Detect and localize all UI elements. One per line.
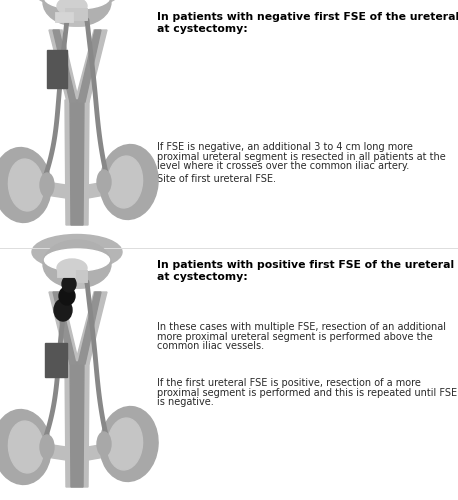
Polygon shape	[69, 20, 85, 26]
Text: Site of first ureteral FSE.: Site of first ureteral FSE.	[157, 174, 276, 184]
Ellipse shape	[97, 170, 111, 194]
Polygon shape	[53, 292, 76, 364]
Polygon shape	[65, 100, 89, 225]
Polygon shape	[78, 30, 101, 102]
Ellipse shape	[8, 421, 44, 473]
Polygon shape	[88, 444, 105, 460]
Text: more proximal ureteral segment is performed above the: more proximal ureteral segment is perfor…	[157, 332, 433, 342]
Text: In patients with negative first FSE of the ureteral margin
at cystectomy:: In patients with negative first FSE of t…	[157, 12, 458, 34]
Polygon shape	[69, 282, 85, 288]
Polygon shape	[70, 100, 84, 225]
Polygon shape	[46, 444, 66, 460]
Ellipse shape	[100, 144, 158, 220]
FancyBboxPatch shape	[65, 8, 87, 20]
Ellipse shape	[44, 249, 109, 271]
FancyBboxPatch shape	[55, 12, 73, 22]
Ellipse shape	[57, 0, 87, 15]
Polygon shape	[70, 362, 84, 487]
Text: In patients with positive first FSE of the ureteral margin
at cystectomy:: In patients with positive first FSE of t…	[157, 260, 458, 281]
Polygon shape	[49, 30, 79, 102]
Ellipse shape	[8, 159, 44, 211]
Ellipse shape	[40, 173, 54, 197]
FancyBboxPatch shape	[57, 267, 75, 277]
FancyBboxPatch shape	[47, 50, 67, 88]
Ellipse shape	[43, 0, 111, 26]
Polygon shape	[78, 292, 101, 364]
Ellipse shape	[108, 156, 142, 208]
Polygon shape	[75, 292, 107, 364]
Ellipse shape	[54, 299, 72, 321]
FancyBboxPatch shape	[65, 270, 87, 282]
Text: level where it crosses over the common iliac artery.: level where it crosses over the common i…	[157, 161, 409, 171]
Ellipse shape	[97, 432, 111, 456]
Text: common iliac vessels.: common iliac vessels.	[157, 341, 264, 351]
Ellipse shape	[108, 418, 142, 470]
Ellipse shape	[100, 406, 158, 482]
Polygon shape	[53, 30, 76, 102]
Polygon shape	[65, 362, 89, 487]
Polygon shape	[88, 182, 105, 198]
Ellipse shape	[0, 410, 51, 484]
Polygon shape	[49, 292, 79, 364]
Ellipse shape	[44, 0, 109, 9]
Ellipse shape	[40, 435, 54, 459]
FancyBboxPatch shape	[45, 343, 67, 377]
Ellipse shape	[57, 259, 87, 277]
Polygon shape	[75, 30, 107, 102]
Text: In these cases with multiple FSE, resection of an additional: In these cases with multiple FSE, resect…	[157, 322, 446, 332]
Ellipse shape	[62, 276, 76, 292]
Text: proximal ureteral segment is resected in all patients at the: proximal ureteral segment is resected in…	[157, 152, 446, 162]
Ellipse shape	[43, 240, 111, 288]
Text: If FSE is negative, an additional 3 to 4 cm long more: If FSE is negative, an additional 3 to 4…	[157, 142, 413, 152]
Ellipse shape	[32, 0, 122, 8]
Text: is negative.: is negative.	[157, 397, 214, 407]
Ellipse shape	[32, 234, 122, 270]
Polygon shape	[46, 182, 66, 198]
Text: proximal segment is performed and this is repeated until FSE: proximal segment is performed and this i…	[157, 388, 457, 398]
Ellipse shape	[0, 148, 51, 222]
Ellipse shape	[59, 287, 75, 305]
Text: If the first ureteral FSE is positive, resection of a more: If the first ureteral FSE is positive, r…	[157, 378, 421, 388]
